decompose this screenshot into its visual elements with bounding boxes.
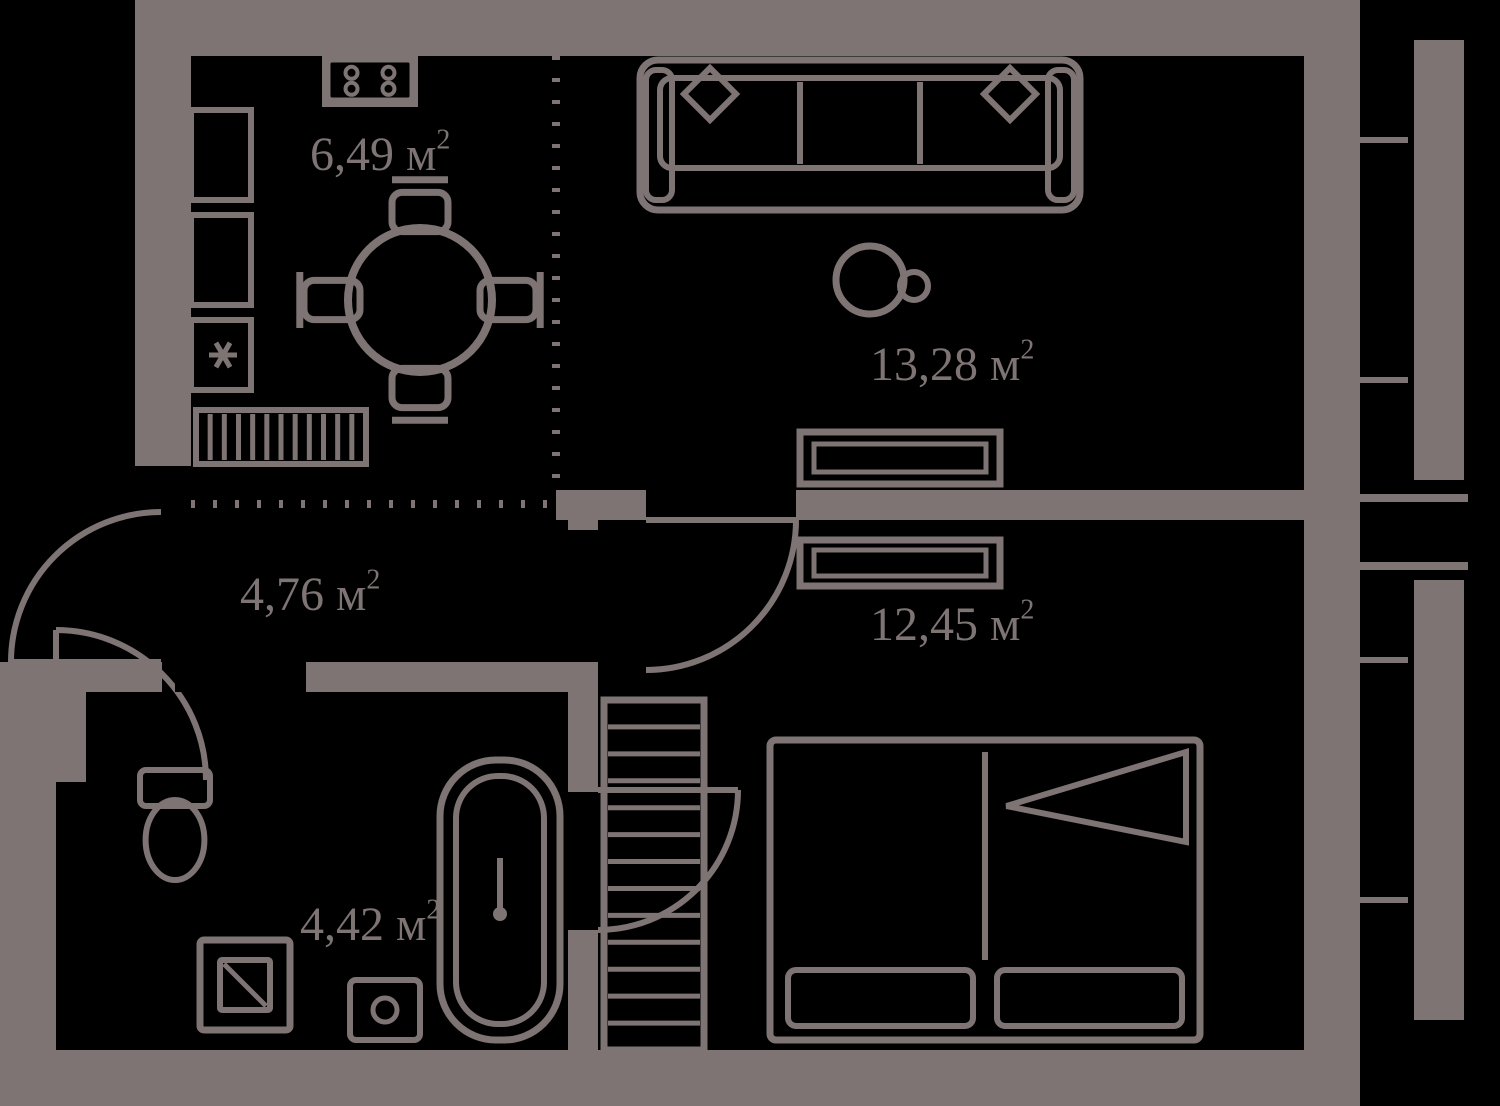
room-label-bedroom: 12,45 м2	[870, 594, 1034, 651]
room-label-hall: 4,76 м2	[240, 564, 380, 621]
floor-plan: 6,49 м2 13,28 м2 4,76 м2 12,45 м2 4,42 м2	[0, 0, 1500, 1106]
room-label-living: 13,28 м2	[870, 334, 1034, 391]
room-label-kitchen: 6,49 м2	[310, 124, 450, 181]
room-label-bathroom: 4,42 м2	[300, 894, 440, 951]
